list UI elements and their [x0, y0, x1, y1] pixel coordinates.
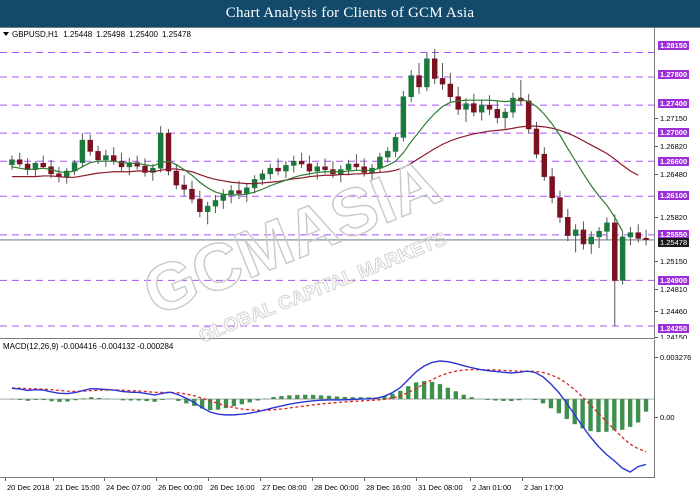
price-axis-tick: [655, 118, 658, 119]
ohlc-low: 1.25400: [129, 30, 158, 39]
time-axis-tick: [156, 478, 157, 481]
macd-indicator-pane[interactable]: MACD(12,26,9) -0.004416 -0.004132 -0.000…: [0, 340, 655, 478]
price-axis-tick: [655, 261, 658, 262]
price-axis-label: 1.24460: [660, 307, 688, 316]
macd-axis-tick: [655, 357, 658, 358]
price-level-label[interactable]: 1.27800: [658, 70, 690, 79]
price-level-label[interactable]: 1.28150: [658, 41, 690, 50]
price-axis-tick: [655, 217, 658, 218]
macd-hist-value: -0.000284: [137, 342, 174, 351]
time-axis-tick: [104, 478, 105, 481]
macd-signal-value: -0.004132: [99, 342, 136, 351]
time-axis-label: 2 Jan 17:00: [524, 483, 564, 492]
price-level-label[interactable]: 1.27000: [658, 128, 690, 137]
current-price-label: 1.25478: [658, 238, 690, 247]
time-axis-tick: [416, 478, 417, 481]
price-axis-label: 1.25820: [660, 213, 688, 222]
macd-axis-label: 0.00: [660, 413, 675, 422]
time-axis-tick: [5, 478, 6, 481]
macd-axis-label: 0.003276: [660, 353, 692, 362]
price-axis-label: 1.26820: [660, 142, 688, 151]
macd-plot: [0, 360, 654, 473]
time-axis-tick: [364, 478, 365, 481]
price-axis[interactable]: 1.28150 1.27800 1.27400 1.27150 1.27000 1.268…: [655, 28, 700, 339]
symbol-header: GBPUSD,H1 1.25448 1.25498 1.25400 1.25478: [3, 30, 195, 39]
time-axis[interactable]: 20 Dec 2018 21 Dec 15:00 24 Dec 07:00 26 De…: [0, 478, 655, 501]
price-chart-pane[interactable]: GBPUSD,H1 1.25448 1.25498 1.25400 1.25478: [0, 28, 655, 339]
chart-frame: GBPUSD,H1 1.25448 1.25498 1.25400 1.25478 GC…: [0, 27, 700, 500]
time-axis-label: 28 Dec 00:00: [314, 483, 359, 492]
time-axis-label: 27 Dec 08:00: [262, 483, 307, 492]
ohlc-open: 1.25448: [63, 30, 93, 39]
time-axis-label: 2 Jan 01:00: [472, 483, 512, 492]
time-axis-tick: [208, 478, 209, 481]
price-axis-tick: [655, 146, 658, 147]
time-axis-tick: [53, 478, 54, 481]
price-level-label[interactable]: 1.27400: [658, 99, 690, 108]
price-axis-label: 1.24810: [660, 285, 688, 294]
price-level-label[interactable]: 1.25550: [658, 230, 690, 239]
symbol-label: GBPUSD,H1: [12, 30, 59, 39]
time-axis-label: 26 Dec 00:00: [158, 483, 203, 492]
time-axis-label: 20 Dec 2018: [7, 483, 50, 492]
macd-axis-tick: [655, 417, 658, 418]
time-axis-tick: [312, 478, 313, 481]
macd-header: MACD(12,26,9) -0.004416 -0.004132 -0.000…: [3, 342, 173, 351]
time-axis-tick: [260, 478, 261, 481]
price-axis-label: 1.27150: [660, 114, 688, 123]
time-axis-label: 28 Dec 16:00: [366, 483, 411, 492]
price-level-label[interactable]: 1.26600: [658, 157, 690, 166]
price-axis-tick: [655, 337, 658, 338]
macd-label: MACD(12,26,9): [3, 342, 59, 351]
price-axis-label: 1.26480: [660, 170, 688, 179]
time-axis-tick: [470, 478, 471, 481]
time-axis-label: 31 Dec 08:00: [418, 483, 463, 492]
price-level-label[interactable]: 1.26100: [658, 191, 690, 200]
time-axis-label: 24 Dec 07:00: [106, 483, 151, 492]
price-axis-label: 1.24150: [660, 333, 688, 339]
price-level-label[interactable]: 1.24900: [658, 276, 690, 285]
ohlc-high: 1.25498: [96, 30, 126, 39]
price-level-label[interactable]: 1.24250: [658, 324, 690, 333]
time-axis-label: 26 Dec 16:00: [210, 483, 255, 492]
time-axis-tick: [522, 478, 523, 481]
chevron-down-icon[interactable]: [3, 31, 9, 36]
page-title: Chart Analysis for Clients of GCM Asia: [225, 5, 475, 21]
macd-value: -0.004416: [60, 342, 97, 351]
price-axis-tick: [655, 174, 658, 175]
price-axis-tick: [655, 289, 658, 290]
price-axis-label: 1.25150: [660, 257, 688, 266]
ohlc-close: 1.25478: [162, 30, 191, 39]
window-title-bar: Chart Analysis for Clients of GCM Asia: [0, 0, 700, 27]
time-axis-label: 21 Dec 15:00: [55, 483, 100, 492]
price-axis-tick: [655, 311, 658, 312]
price-candlestick-plot: [0, 49, 654, 327]
